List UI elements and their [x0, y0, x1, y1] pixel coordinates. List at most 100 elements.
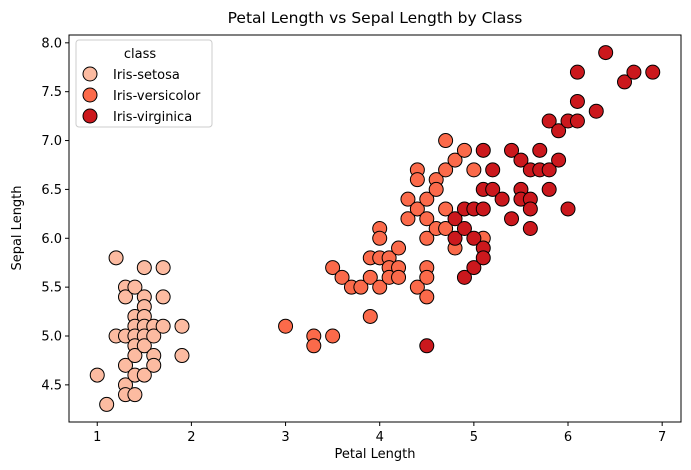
data-point-iris-virginica — [456, 221, 472, 236]
data-point-iris-setosa — [136, 260, 152, 276]
data-point-iris-virginica — [522, 221, 538, 236]
data-point-iris-virginica — [447, 230, 463, 246]
legend-label: Iris-versicolor — [113, 89, 201, 104]
data-point-iris-setosa — [155, 318, 171, 334]
data-point-iris-setosa — [155, 289, 171, 305]
data-point-iris-virginica — [569, 93, 585, 109]
data-point-iris-versicolor — [438, 133, 454, 149]
data-point-iris-versicolor — [419, 211, 435, 227]
y-axis: 4.5 5.0 5.5 6.0 6.5 7.0 7.5 8.0 — [41, 36, 69, 393]
data-point-iris-setosa — [174, 348, 190, 364]
y-tick-label: 4.5 — [41, 378, 62, 393]
data-point-iris-virginica — [626, 64, 642, 80]
data-point-iris-virginica — [569, 64, 585, 80]
data-point-iris-virginica — [569, 113, 585, 129]
data-point-iris-virginica — [485, 181, 501, 197]
data-point-iris-virginica — [513, 152, 529, 168]
data-point-iris-virginica — [447, 211, 463, 227]
legend-title: class — [124, 47, 156, 62]
data-point-iris-virginica — [532, 142, 548, 158]
x-tick-label: 3 — [281, 430, 289, 445]
data-point-iris-versicolor — [419, 289, 435, 305]
data-points — [89, 45, 661, 412]
data-point-iris-virginica — [541, 181, 557, 197]
data-point-iris-versicolor — [278, 318, 294, 334]
data-point-iris-setosa — [146, 328, 162, 344]
data-point-iris-virginica — [560, 201, 576, 217]
x-tick-label: 1 — [93, 430, 101, 445]
data-point-iris-versicolor — [372, 279, 388, 295]
data-point-iris-versicolor — [409, 279, 425, 295]
data-point-iris-versicolor — [334, 269, 350, 285]
data-point-iris-setosa — [136, 367, 152, 383]
data-point-iris-versicolor — [409, 201, 425, 217]
data-point-iris-versicolor — [400, 191, 416, 207]
data-point-iris-versicolor — [419, 191, 435, 207]
data-point-iris-virginica — [419, 338, 435, 354]
data-point-iris-virginica — [485, 162, 501, 178]
legend-label: Iris-virginica — [113, 110, 192, 125]
data-point-iris-virginica — [522, 201, 538, 217]
data-point-iris-versicolor — [325, 260, 341, 276]
legend: class Iris-setosa Iris-versicolor Iris-vir… — [75, 39, 213, 128]
legend-marker — [82, 108, 98, 124]
data-point-iris-versicolor — [456, 142, 472, 158]
data-point-iris-virginica — [475, 201, 491, 217]
data-point-iris-virginica — [645, 64, 661, 80]
x-tick-label: 7 — [658, 430, 666, 445]
data-point-iris-versicolor — [372, 230, 388, 246]
data-point-iris-virginica — [475, 250, 491, 266]
data-point-iris-versicolor — [391, 240, 407, 256]
data-point-iris-virginica — [504, 142, 520, 158]
data-point-iris-setosa — [99, 396, 115, 412]
data-point-iris-virginica — [551, 152, 567, 168]
data-point-iris-virginica — [541, 113, 557, 129]
x-tick-label: 2 — [187, 430, 195, 445]
y-tick-label: 7.0 — [41, 134, 62, 149]
chart-title: Petal Length vs Sepal Length by Class — [228, 9, 523, 27]
data-point-iris-versicolor — [409, 172, 425, 188]
data-point-iris-versicolor — [466, 162, 482, 178]
legend-label: Iris-setosa — [113, 68, 180, 83]
y-tick-label: 5.5 — [41, 281, 62, 296]
x-tick-label: 6 — [564, 430, 572, 445]
data-point-iris-versicolor — [400, 211, 416, 227]
data-point-iris-setosa — [108, 250, 124, 266]
data-point-iris-versicolor — [353, 279, 369, 295]
data-point-iris-virginica — [494, 191, 510, 207]
data-point-iris-virginica — [617, 74, 633, 90]
data-point-iris-virginica — [475, 142, 491, 158]
data-point-iris-setosa — [127, 387, 143, 403]
data-point-iris-versicolor — [428, 181, 444, 197]
plot-frame — [68, 34, 682, 423]
y-tick-label: 6.0 — [41, 232, 62, 247]
y-axis-label: Sepal Length — [10, 185, 25, 270]
legend-marker — [82, 87, 98, 103]
data-point-iris-versicolor — [325, 328, 341, 344]
legend-frame — [75, 39, 213, 128]
data-point-iris-versicolor — [438, 162, 454, 178]
data-point-iris-setosa — [146, 357, 162, 373]
y-tick-label: 7.5 — [41, 85, 62, 100]
data-point-iris-versicolor — [438, 221, 454, 236]
data-point-iris-setosa — [89, 367, 105, 383]
data-point-iris-virginica — [588, 103, 604, 119]
data-point-iris-setosa — [155, 260, 171, 276]
data-point-iris-setosa — [136, 338, 152, 354]
data-point-iris-virginica — [466, 260, 482, 276]
data-point-iris-virginica — [504, 211, 520, 227]
data-point-iris-virginica — [551, 123, 567, 139]
data-point-iris-versicolor — [362, 269, 378, 285]
data-point-iris-versicolor — [419, 230, 435, 246]
data-point-iris-versicolor — [391, 269, 407, 285]
y-tick-label: 6.5 — [41, 183, 62, 198]
data-point-iris-virginica — [541, 162, 557, 178]
x-tick-label: 4 — [376, 430, 384, 445]
data-point-iris-setosa — [127, 348, 143, 364]
data-point-iris-versicolor — [362, 308, 378, 324]
data-point-iris-versicolor — [447, 152, 463, 168]
y-tick-label: 5.0 — [41, 330, 62, 345]
data-point-iris-versicolor — [438, 201, 454, 217]
data-point-iris-virginica — [466, 230, 482, 246]
